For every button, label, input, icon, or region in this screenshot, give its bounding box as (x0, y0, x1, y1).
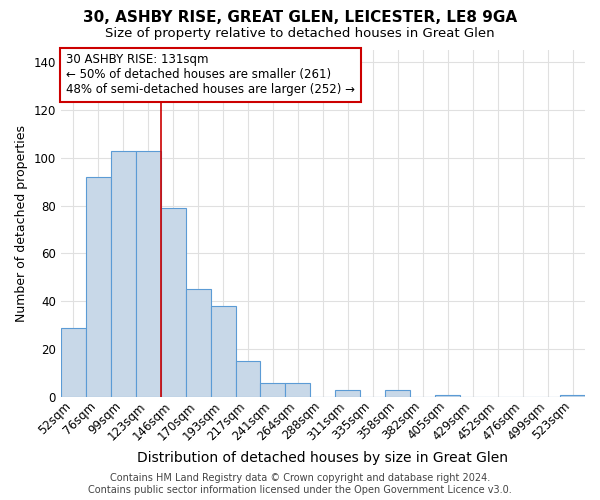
Bar (111, 150, 136, 397)
Bar (385, 390, 410, 397)
Text: Size of property relative to detached houses in Great Glen: Size of property relative to detached ho… (105, 28, 495, 40)
Bar (185, 290, 211, 397)
Bar (260, 382, 286, 397)
Text: 30, ASHBY RISE, GREAT GLEN, LEICESTER, LE8 9GA: 30, ASHBY RISE, GREAT GLEN, LEICESTER, L… (83, 10, 517, 25)
Bar (286, 382, 310, 397)
Bar (86, 177, 111, 397)
Bar (435, 394, 460, 397)
X-axis label: Distribution of detached houses by size in Great Glen: Distribution of detached houses by size … (137, 451, 508, 465)
Bar (560, 394, 585, 397)
Text: Contains HM Land Registry data © Crown copyright and database right 2024.
Contai: Contains HM Land Registry data © Crown c… (88, 474, 512, 495)
Bar (236, 361, 260, 397)
Text: 30 ASHBY RISE: 131sqm
← 50% of detached houses are smaller (261)
48% of semi-det: 30 ASHBY RISE: 131sqm ← 50% of detached … (66, 54, 355, 96)
Bar (61, 328, 86, 397)
Bar (161, 208, 185, 397)
Y-axis label: Number of detached properties: Number of detached properties (15, 125, 28, 322)
Bar (335, 390, 361, 397)
Bar (211, 306, 236, 397)
Bar (136, 150, 161, 397)
